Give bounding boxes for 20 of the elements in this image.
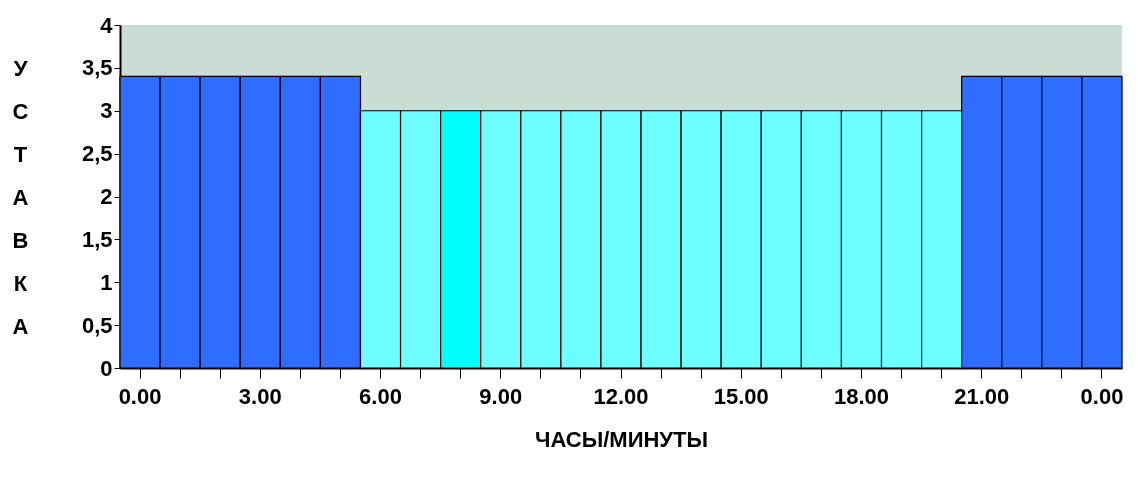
x-tick-label: 3.00 xyxy=(238,383,282,409)
y-tick-label: 1 xyxy=(100,269,113,295)
y-tick-label: 2 xyxy=(100,184,113,209)
x-tick-label: 0.00 xyxy=(118,383,162,409)
x-tick-label: 15.00 xyxy=(713,383,769,409)
x-tick-label: 21.00 xyxy=(954,383,1010,409)
y-tick-label: 2,5 xyxy=(81,141,113,167)
y-axis-title: УСТАВКА xyxy=(12,55,29,339)
y-tick-label: 3 xyxy=(100,98,113,124)
y-tick-label: 1,5 xyxy=(81,226,113,252)
x-axis-title: ЧАСЫ/МИНУТЫ xyxy=(534,426,709,452)
x-tick-label: 18.00 xyxy=(833,383,890,409)
x-tick-label: 9.00 xyxy=(479,383,523,409)
x-tick-label: 12.00 xyxy=(593,383,649,409)
y-tick-label: 0 xyxy=(100,355,113,381)
y-tick-label: 0,5 xyxy=(81,312,113,338)
x-tick-label: 0.00 xyxy=(1080,383,1124,409)
y-tick-label: 3,5 xyxy=(81,55,113,81)
x-tick-label: 6.00 xyxy=(359,383,402,409)
y-tick-label: 4 xyxy=(100,12,114,38)
